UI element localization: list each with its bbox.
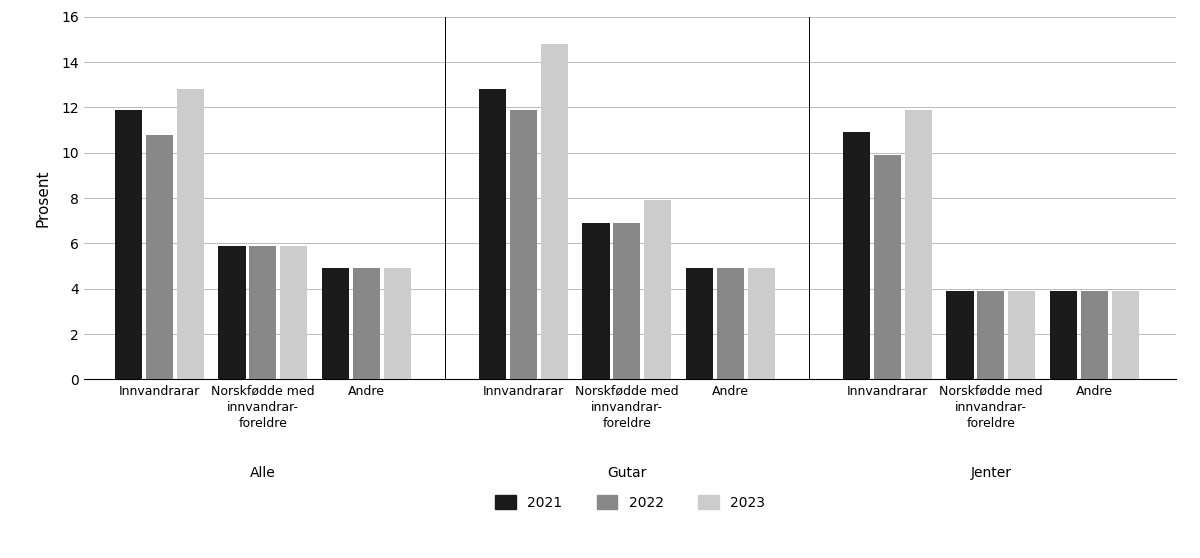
Bar	[1112, 291, 1139, 379]
Bar	[716, 268, 744, 379]
Bar	[1081, 291, 1108, 379]
Bar	[280, 246, 307, 379]
Bar	[582, 223, 610, 379]
Bar	[218, 246, 246, 379]
Bar	[353, 268, 380, 379]
Text: Gutar: Gutar	[607, 465, 647, 479]
Bar	[510, 110, 536, 379]
Text: Jenter: Jenter	[971, 465, 1012, 479]
Bar	[540, 44, 568, 379]
Bar	[905, 110, 931, 379]
Bar	[842, 132, 870, 379]
Y-axis label: Prosent: Prosent	[35, 169, 50, 227]
Bar	[115, 110, 142, 379]
Bar	[322, 268, 349, 379]
Bar	[1050, 291, 1078, 379]
Bar	[748, 268, 775, 379]
Text: Alle: Alle	[250, 465, 276, 479]
Bar	[384, 268, 410, 379]
Bar	[613, 223, 641, 379]
Legend: 2021, 2022, 2023: 2021, 2022, 2023	[494, 495, 766, 510]
Bar	[250, 246, 276, 379]
Bar	[1008, 291, 1036, 379]
Bar	[145, 134, 173, 379]
Bar	[874, 155, 901, 379]
Bar	[977, 291, 1004, 379]
Bar	[479, 89, 506, 379]
Bar	[686, 268, 713, 379]
Bar	[947, 291, 973, 379]
Bar	[644, 200, 671, 379]
Bar	[176, 89, 204, 379]
